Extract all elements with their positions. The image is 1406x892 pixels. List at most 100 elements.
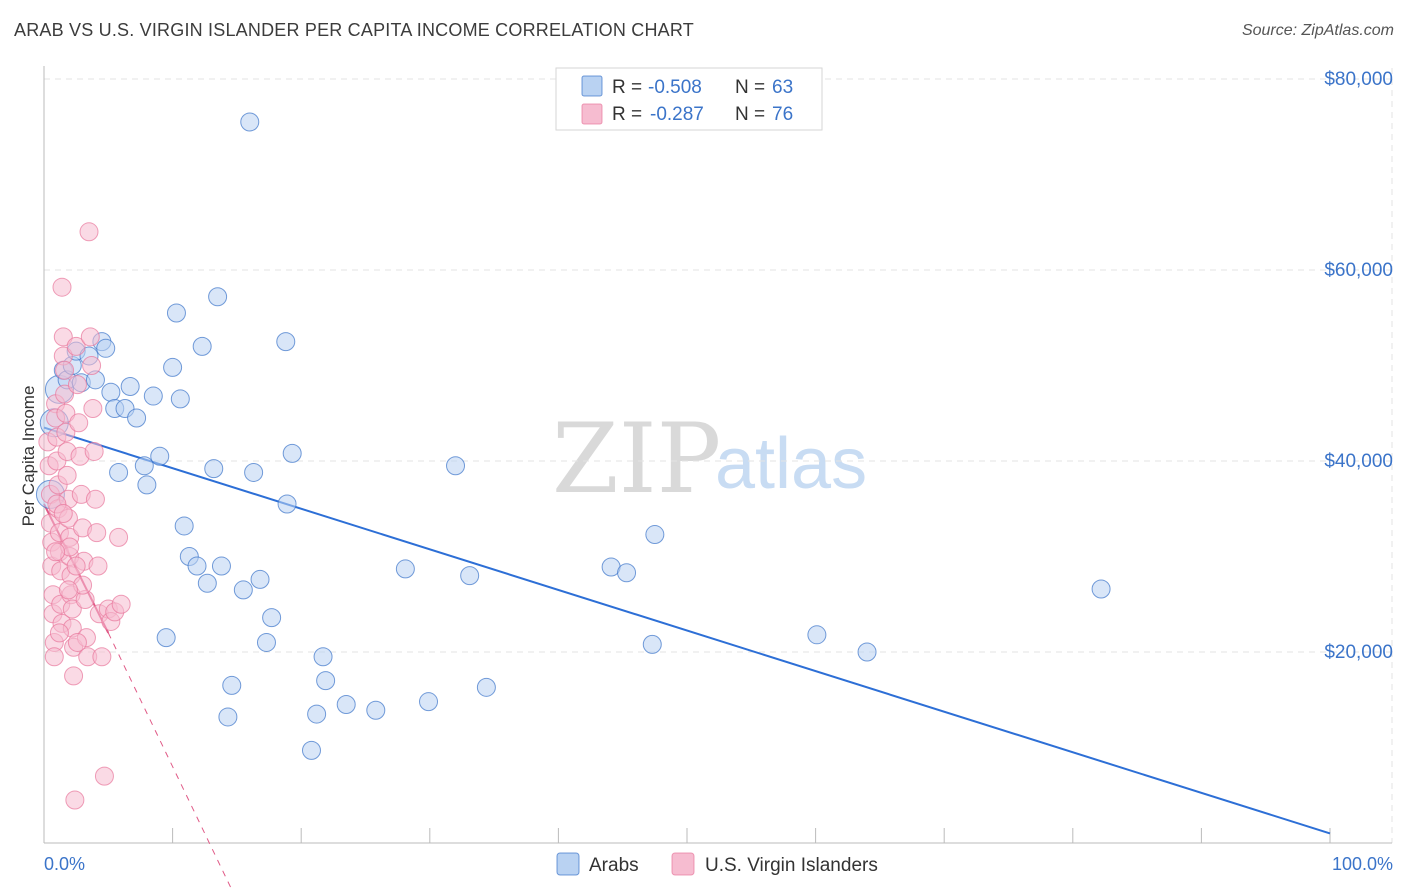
arabs-point-25 xyxy=(170,389,190,409)
arabs-point-22 xyxy=(156,628,176,648)
virgin-islanders-point-22 xyxy=(53,327,73,347)
legend-swatch-arabs xyxy=(581,75,603,97)
series-legend: Arabs U.S. Virgin Islanders xyxy=(556,852,878,876)
arabs-point-58 xyxy=(642,634,662,654)
bottom-legend-virgin-islanders: U.S. Virgin Islanders xyxy=(705,855,878,876)
y-axis-label: Per Capita Income xyxy=(19,386,38,527)
arabs-point-12 xyxy=(101,382,121,402)
data-points xyxy=(35,112,1111,810)
arabs-point-57 xyxy=(617,563,637,583)
virgin-islanders-point-75 xyxy=(46,542,66,562)
chart-title: ARAB VS U.S. VIRGIN ISLANDER PER CAPITA … xyxy=(14,20,694,40)
legend-n-value-arabs: 63 xyxy=(772,77,793,98)
virgin-islanders-point-70 xyxy=(66,556,86,576)
arabs-point-61 xyxy=(857,642,877,662)
y-tick-label-3: $80,000 xyxy=(1324,69,1393,90)
arabs-point-45 xyxy=(301,740,321,760)
legend-r-value-arabs: -0.508 xyxy=(648,77,702,98)
arabs-point-40 xyxy=(256,632,276,652)
virgin-islanders-point-40 xyxy=(65,790,85,810)
arabs-point-60 xyxy=(807,625,827,645)
correlation-legend: R = -0.508 N = 63 R = -0.287 N = 76 xyxy=(555,67,823,131)
arabs-point-59 xyxy=(645,525,665,545)
virgin-islanders-point-56 xyxy=(85,489,105,509)
legend-n-label-virgin-islanders: N = xyxy=(735,104,765,125)
arabs-point-46 xyxy=(307,704,327,724)
legend-n-value-virgin-islanders: 76 xyxy=(772,104,793,125)
legend-r-label-arabs: R = xyxy=(612,77,642,98)
y-tick-label-2: $60,000 xyxy=(1324,260,1393,281)
arabs-point-48 xyxy=(316,671,336,691)
arabs-point-62 xyxy=(1091,579,1111,599)
arabs-point-51 xyxy=(395,559,415,579)
virgin-islanders-point-43 xyxy=(69,413,89,433)
virgin-islanders-point-68 xyxy=(53,504,73,524)
legend-n-label-arabs: N = xyxy=(735,77,765,98)
arabs-point-20 xyxy=(143,386,163,406)
watermark-atlas: atlas xyxy=(715,424,867,504)
virgin-islanders-point-27 xyxy=(56,422,76,442)
arabs-point-32 xyxy=(208,287,228,307)
arabs-point-34 xyxy=(218,707,238,727)
virgin-islanders-point-51 xyxy=(79,222,99,242)
y-tick-labels: $20,000 $40,000 $60,000 $80,000 xyxy=(1324,69,1393,663)
legend-swatch-virgin-islanders xyxy=(581,103,603,125)
x-tick-label-1: 100.0% xyxy=(1332,854,1393,874)
virgin-islanders-point-54 xyxy=(83,398,103,418)
virgin-islanders-point-53 xyxy=(82,356,102,375)
arabs-point-38 xyxy=(244,462,264,482)
virgin-islanders-point-72 xyxy=(49,623,69,643)
virgin-islanders-point-60 xyxy=(92,647,112,667)
arabs-point-33 xyxy=(211,556,231,576)
bottom-legend-swatch-virgin-islanders xyxy=(671,852,695,876)
virgin-islanders-point-55 xyxy=(84,441,104,461)
arabs-point-52 xyxy=(419,692,439,712)
arabs-point-11 xyxy=(96,338,116,358)
virgin-islanders-point-21 xyxy=(52,277,72,297)
arabs-point-14 xyxy=(109,462,129,482)
virgin-islanders-point-9 xyxy=(44,647,64,667)
bottom-legend-swatch-arabs xyxy=(556,852,580,876)
y-tick-label-1: $40,000 xyxy=(1324,451,1393,472)
arabs-point-47 xyxy=(313,647,333,667)
virgin-islanders-point-26 xyxy=(56,403,76,423)
source-label: Source: ZipAtlas.com xyxy=(1241,22,1394,39)
bottom-legend-arabs: Arabs xyxy=(589,855,639,876)
virgin-islanders-point-41 xyxy=(66,336,86,356)
arabs-point-50 xyxy=(366,700,386,720)
arabs-point-23 xyxy=(163,357,183,377)
arabs-point-44 xyxy=(282,443,302,463)
virgin-islanders-point-36 xyxy=(62,599,82,619)
legend-r-label-virgin-islanders: R = xyxy=(612,104,642,125)
virgin-islanders-point-66 xyxy=(111,594,131,614)
axes xyxy=(43,66,1392,844)
virgin-islanders-point-73 xyxy=(58,580,78,600)
arabs-point-37 xyxy=(240,112,260,132)
arabs-point-54 xyxy=(460,566,480,586)
arabs-point-26 xyxy=(174,516,194,536)
virgin-islanders-point-39 xyxy=(64,666,84,686)
arabs-point-53 xyxy=(446,456,466,476)
arabs-point-35 xyxy=(222,675,242,695)
virgin-islanders-point-42 xyxy=(67,375,87,395)
y-tick-label-0: $20,000 xyxy=(1324,642,1393,663)
arabs-point-29 xyxy=(192,336,212,356)
arabs-point-19 xyxy=(137,475,157,495)
arabs-point-42 xyxy=(276,332,296,352)
watermark-zip: ZIP xyxy=(552,403,721,515)
arabs-point-41 xyxy=(262,608,282,628)
arabs-point-49 xyxy=(336,695,356,715)
arabs-point-43 xyxy=(277,494,297,514)
gridlines xyxy=(44,68,1393,843)
trend-line-0 xyxy=(43,426,1331,835)
trend-line-dashed-1 xyxy=(107,632,234,892)
arabs-point-36 xyxy=(233,580,253,600)
virgin-islanders-point-58 xyxy=(88,556,108,576)
arabs-point-55 xyxy=(476,677,496,697)
virgin-islanders-point-57 xyxy=(87,523,107,543)
virgin-islanders-point-24 xyxy=(55,360,75,380)
arabs-point-31 xyxy=(204,459,224,479)
arabs-point-17 xyxy=(127,408,147,428)
arabs-point-18 xyxy=(134,456,154,476)
